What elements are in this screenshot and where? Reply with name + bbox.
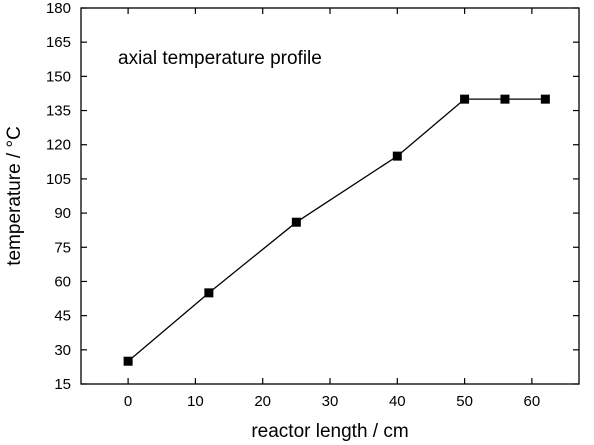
chart-annotation: axial temperature profile xyxy=(118,48,322,69)
y-tick-label: 180 xyxy=(46,0,71,17)
x-tick-label: 30 xyxy=(322,393,339,410)
y-tick-label: 60 xyxy=(54,273,71,290)
x-tick-label: 60 xyxy=(524,393,541,410)
y-tick-label: 120 xyxy=(46,137,71,154)
series-layer xyxy=(123,94,550,366)
x-tick-label: 20 xyxy=(254,393,271,410)
y-axis-title: temperature / °C xyxy=(4,126,25,266)
x-axis: 0 10 20 30 40 50 60 xyxy=(124,8,540,410)
y-tick-label: 90 xyxy=(54,205,71,222)
y-tick-label: 135 xyxy=(46,103,71,120)
data-point-marker xyxy=(204,288,214,298)
y-tick-label: 45 xyxy=(54,308,71,325)
y-tick-label: 30 xyxy=(54,342,71,359)
series-line xyxy=(127,98,546,362)
x-tick-label: 40 xyxy=(389,393,406,410)
data-point-marker xyxy=(500,94,510,104)
y-tick-label: 165 xyxy=(46,34,71,51)
data-point-marker xyxy=(392,151,402,161)
y-tick-label: 15 xyxy=(54,376,71,393)
x-tick-label: 50 xyxy=(456,393,473,410)
data-point-marker xyxy=(460,94,470,104)
data-point-marker xyxy=(540,94,550,104)
y-tick-label: 150 xyxy=(46,68,71,85)
x-tick-label: 0 xyxy=(124,393,132,410)
x-tick-label: 10 xyxy=(187,393,204,410)
data-point-marker xyxy=(123,356,133,366)
y-tick-label: 105 xyxy=(46,171,71,188)
y-tick-label: 75 xyxy=(54,239,71,256)
x-axis-title: reactor length / cm xyxy=(251,421,408,442)
y-axis: 15 30 45 60 75 90 105 120 135 150 165 180 xyxy=(46,0,579,393)
data-point-marker xyxy=(291,217,301,227)
